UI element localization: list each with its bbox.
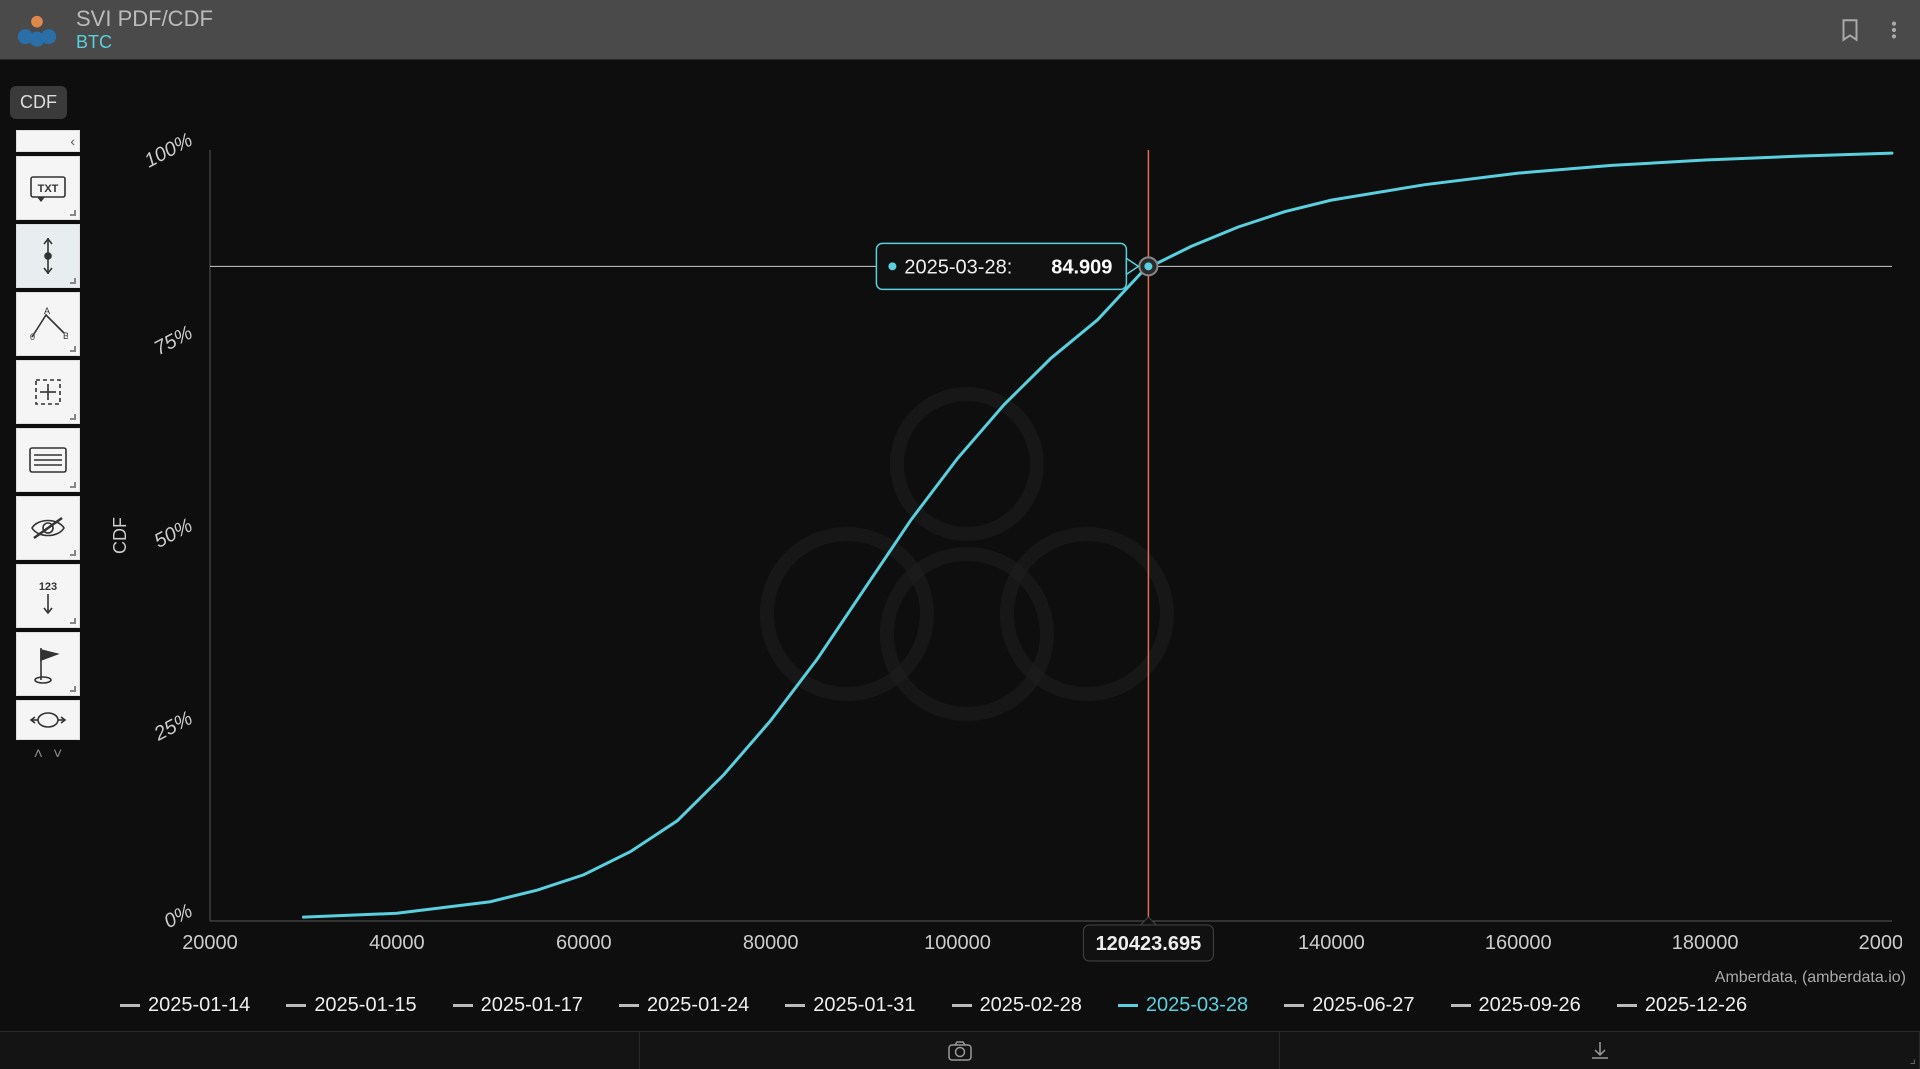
download-button[interactable] bbox=[1280, 1032, 1920, 1069]
legend-label: 2025-01-14 bbox=[148, 994, 250, 1017]
svg-text:100000: 100000 bbox=[924, 932, 991, 954]
svg-text:25%: 25% bbox=[150, 707, 197, 746]
legend-item[interactable]: 2025-03-28 bbox=[1118, 994, 1248, 1017]
visibility-tool[interactable] bbox=[16, 496, 80, 560]
text-annotation-tool[interactable]: TXT bbox=[16, 156, 80, 220]
app-header: SVI PDF/CDF BTC bbox=[0, 0, 1920, 60]
legend-dash-icon bbox=[120, 1004, 140, 1007]
pan-icon bbox=[28, 708, 68, 732]
svg-text:A: A bbox=[44, 307, 50, 316]
download-icon bbox=[1589, 1040, 1611, 1062]
numbers-tool[interactable]: 123 bbox=[16, 564, 80, 628]
svg-text:84.909: 84.909 bbox=[1051, 256, 1112, 278]
legend-dash-icon bbox=[286, 1004, 306, 1007]
app-logo bbox=[12, 11, 62, 49]
chart-container: 0% 25% 50% 75% 100% CDF 20000 40000 60000 80000 10… bbox=[100, 130, 1902, 971]
toolbar-up[interactable]: ˄ bbox=[34, 746, 43, 764]
legend-dash-icon bbox=[1118, 1004, 1138, 1007]
svg-text:123: 123 bbox=[39, 581, 57, 593]
legend-dash-icon bbox=[1284, 1004, 1304, 1007]
legend-label: 2025-01-31 bbox=[813, 994, 915, 1017]
main-area: CDF ‹ TXT A B 0 bbox=[0, 60, 1920, 1031]
legend-label: 2025-09-26 bbox=[1479, 994, 1581, 1017]
legend-dash-icon bbox=[453, 1004, 473, 1007]
title-block: SVI PDF/CDF BTC bbox=[76, 6, 213, 54]
svg-text:120423.695: 120423.695 bbox=[1096, 933, 1202, 955]
svg-text:B: B bbox=[63, 331, 68, 341]
text-box-icon: TXT bbox=[29, 173, 67, 203]
svg-text:TXT: TXT bbox=[38, 183, 59, 195]
svg-text:0: 0 bbox=[30, 332, 35, 341]
legend-item[interactable]: 2025-06-27 bbox=[1284, 994, 1414, 1017]
legend: 2025-01-14 2025-01-15 2025-01-17 2025-01-24… bbox=[120, 994, 1900, 1017]
footer-cell-1[interactable] bbox=[0, 1032, 640, 1069]
pan-tool[interactable] bbox=[16, 700, 80, 740]
legend-item[interactable]: 2025-02-28 bbox=[952, 994, 1082, 1017]
svg-text:140000: 140000 bbox=[1298, 932, 1365, 954]
page-title: SVI PDF/CDF bbox=[76, 6, 213, 32]
resize-grip-icon: ⌟ bbox=[1909, 1050, 1916, 1067]
svg-text:180000: 180000 bbox=[1672, 932, 1739, 954]
legend-label: 2025-02-28 bbox=[980, 994, 1082, 1017]
svg-text:50%: 50% bbox=[151, 514, 197, 552]
legend-dash-icon bbox=[952, 1004, 972, 1007]
svg-text:CDF: CDF bbox=[110, 517, 130, 554]
legend-label: 2025-01-17 bbox=[481, 994, 583, 1017]
legend-item[interactable]: 2025-01-31 bbox=[785, 994, 915, 1017]
svg-text:100%: 100% bbox=[141, 130, 196, 172]
drawing-toolbar: ‹ TXT A B 0 bbox=[16, 130, 80, 764]
toolbar-collapse[interactable]: ‹ bbox=[16, 130, 80, 152]
legend-dash-icon bbox=[1617, 1004, 1637, 1007]
svg-text:0%: 0% bbox=[160, 900, 196, 933]
legend-label: 2025-06-27 bbox=[1312, 994, 1414, 1017]
crosshair-tool[interactable] bbox=[16, 224, 80, 288]
cdf-chart[interactable]: 0% 25% 50% 75% 100% CDF 20000 40000 60000 80000 10… bbox=[100, 130, 1902, 971]
svg-text:40000: 40000 bbox=[369, 932, 425, 954]
measure-icon: A B 0 bbox=[28, 307, 68, 341]
legend-dash-icon bbox=[619, 1004, 639, 1007]
legend-item[interactable]: 2025-01-17 bbox=[453, 994, 583, 1017]
svg-text:2025-03-28:: 2025-03-28: bbox=[904, 256, 1012, 278]
flag-icon bbox=[31, 644, 65, 684]
flag-tool[interactable] bbox=[16, 632, 80, 696]
selection-tool[interactable] bbox=[16, 360, 80, 424]
bookmark-icon bbox=[1837, 17, 1863, 43]
svg-text:75%: 75% bbox=[151, 322, 197, 360]
eye-off-icon bbox=[28, 514, 68, 542]
legend-label: 2025-03-28 bbox=[1146, 994, 1248, 1017]
legend-dash-icon bbox=[1451, 1004, 1471, 1007]
page-subtitle: BTC bbox=[76, 32, 213, 54]
measure-tool[interactable]: A B 0 bbox=[16, 292, 80, 356]
legend-item[interactable]: 2025-09-26 bbox=[1451, 994, 1581, 1017]
more-vertical-icon bbox=[1883, 17, 1905, 43]
keyboard-tool[interactable] bbox=[16, 428, 80, 492]
svg-text:160000: 160000 bbox=[1485, 932, 1552, 954]
crosshair-icon bbox=[33, 236, 63, 276]
svg-text:20000: 20000 bbox=[182, 932, 238, 954]
mode-badge[interactable]: CDF bbox=[10, 86, 67, 119]
selection-icon bbox=[30, 374, 66, 410]
keyboard-icon bbox=[28, 446, 68, 474]
footer-bar: ⌟ bbox=[0, 1031, 1920, 1069]
toolbar-nav: ˄ ˅ bbox=[16, 746, 80, 764]
logo-icon bbox=[12, 11, 62, 49]
svg-text:80000: 80000 bbox=[743, 932, 799, 954]
more-menu-button[interactable] bbox=[1880, 16, 1908, 44]
toolbar-down[interactable]: ˅ bbox=[53, 746, 62, 764]
bookmark-button[interactable] bbox=[1836, 16, 1864, 44]
svg-text:200000: 200000 bbox=[1859, 932, 1902, 954]
screenshot-button[interactable] bbox=[640, 1032, 1280, 1069]
legend-item[interactable]: 2025-12-26 bbox=[1617, 994, 1747, 1017]
legend-label: 2025-12-26 bbox=[1645, 994, 1747, 1017]
camera-icon bbox=[947, 1040, 973, 1062]
legend-label: 2025-01-15 bbox=[314, 994, 416, 1017]
numbers-icon: 123 bbox=[33, 576, 63, 616]
legend-item[interactable]: 2025-01-24 bbox=[619, 994, 749, 1017]
legend-item[interactable]: 2025-01-15 bbox=[286, 994, 416, 1017]
legend-item[interactable]: 2025-01-14 bbox=[120, 994, 250, 1017]
attribution: Amberdata, (amberdata.io) bbox=[1715, 969, 1906, 987]
legend-dash-icon bbox=[785, 1004, 805, 1007]
svg-text:60000: 60000 bbox=[556, 932, 612, 954]
legend-label: 2025-01-24 bbox=[647, 994, 749, 1017]
